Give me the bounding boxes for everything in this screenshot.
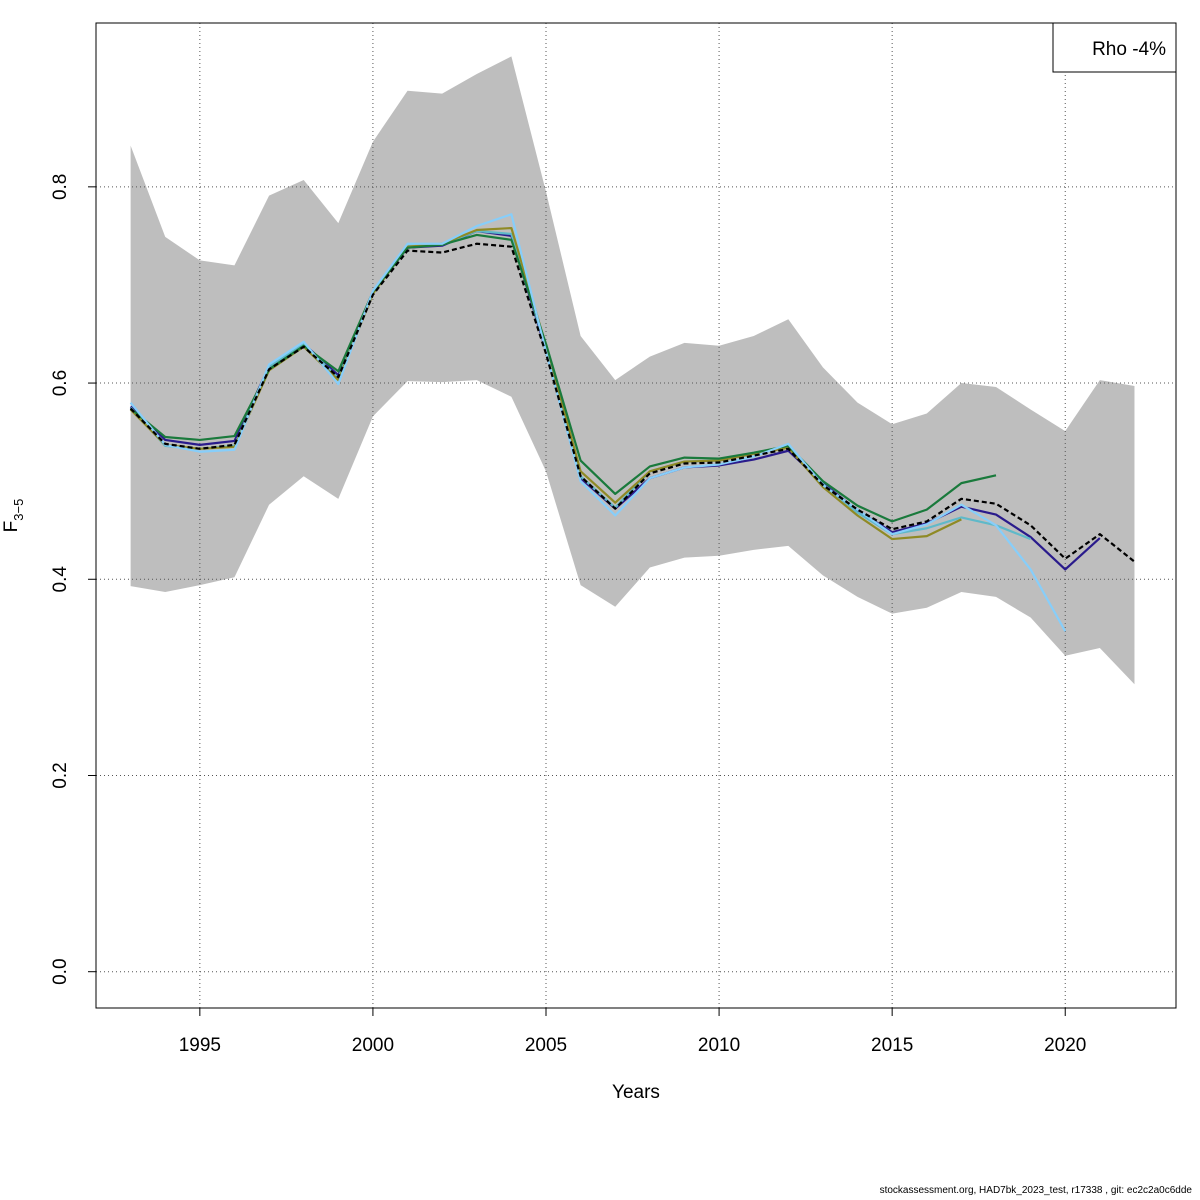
y-axis-title-main: F [1,521,22,533]
y-tick-label: 0.4 [50,566,71,593]
series-line-5 [129,213,1067,632]
y-tick-label: 0.0 [50,958,71,984]
x-tick-label: 2015 [871,1035,913,1056]
x-tick-label: 2000 [352,1035,394,1056]
axes: 1995 2000 2005 2010 2015 2020 0.0 0.2 0.4 0.6 0.8 [50,174,1086,1056]
legend: Rho -4% [1052,22,1177,73]
grid [96,23,1176,1008]
y-axis-title-sub: 3−5 [11,499,26,521]
series-line-6 [129,242,1136,563]
y-tick-label: 0.8 [50,174,71,200]
x-tick-label: 2005 [525,1035,567,1056]
x-tick-label: 2020 [1044,1035,1086,1056]
series-lines [129,213,1136,632]
x-axis-title: Years [612,1082,660,1103]
y-axis-title: F3−5 [1,499,26,533]
legend-text: Rho -4% [1092,39,1166,60]
y-tick-label: 0.2 [50,762,71,788]
legend-box [1052,22,1177,73]
x-tick-label: 2010 [698,1035,740,1056]
footer-credit: stockassessment.org, HAD7bk_2023_test, r… [879,1185,1192,1196]
plot-frame [95,22,1177,1009]
x-tick-label: 1995 [179,1035,221,1056]
y-tick-label: 0.6 [50,370,71,396]
